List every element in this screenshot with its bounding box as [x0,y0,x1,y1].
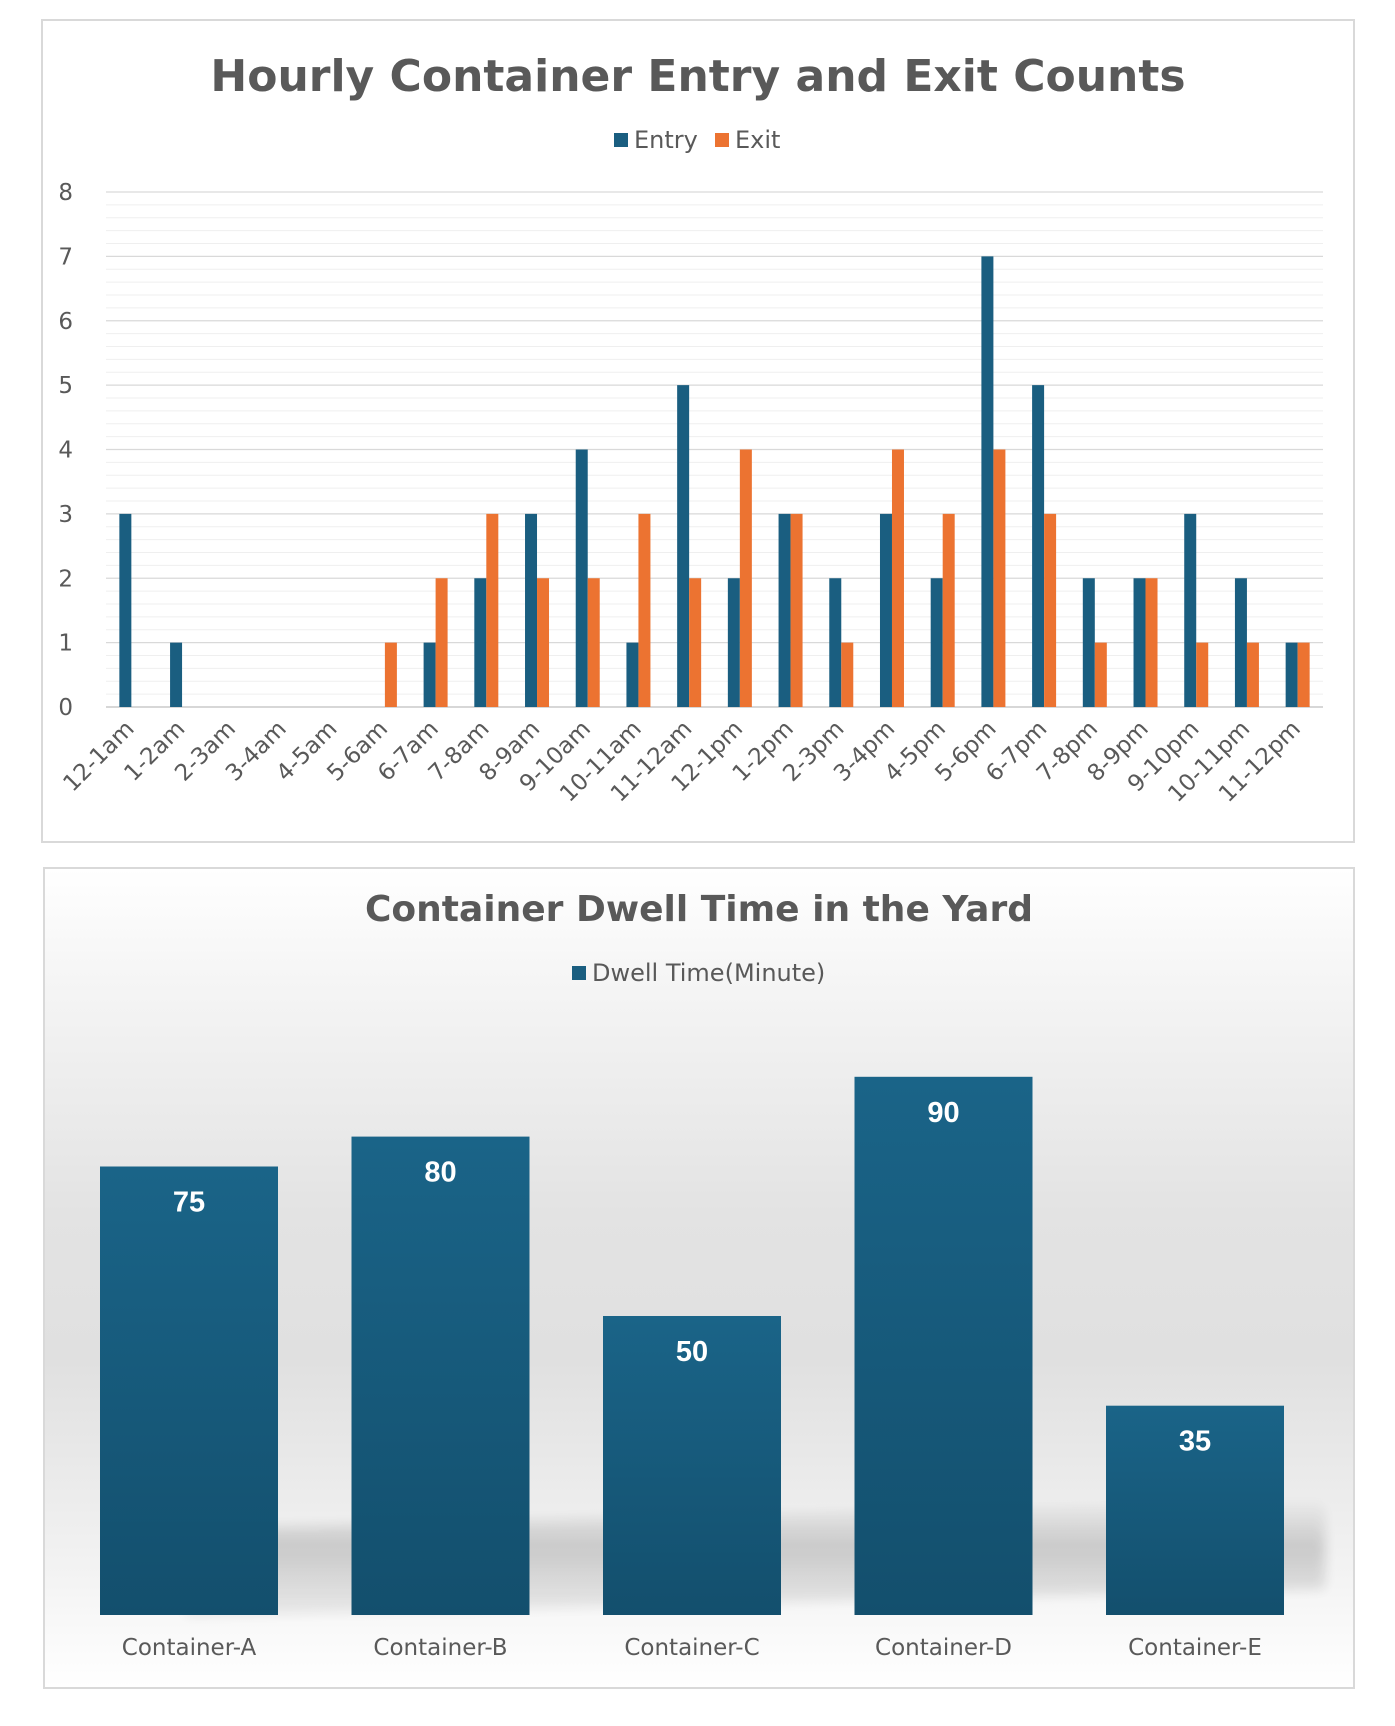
y-tick-label: 0 [58,695,73,721]
y-tick-label: 6 [58,309,73,335]
x-axis-ticks: 12-1am1-2am2-3am3-4am4-5am5-6am6-7am7-8a… [58,716,1305,808]
legend-label-entry: Entry [634,126,698,154]
bar-entry-12-1am [119,513,132,707]
bar-exit-4-5pm [942,513,955,707]
x-tick-label: Container-A [122,1635,257,1661]
x-tick-label: Container-D [875,1635,1012,1661]
dwell-chart-title: Container Dwell Time in the Yard [365,889,1033,930]
data-labels: 75 80 50 90 35 [173,1097,1211,1458]
gridlines [106,191,1323,708]
bar-exit-11-12pm [1297,642,1310,707]
bar-exit-6-7pm [1044,513,1057,707]
data-label: 50 [676,1336,708,1368]
data-label: 90 [927,1097,959,1129]
bar-exit-3-4pm [891,449,904,707]
hourly-chart: Hourly Container Entry and Exit Counts E… [58,51,1323,808]
bar-entry-12-1pm [727,578,740,707]
bar-exit-9-10am [587,578,600,707]
hourly-legend: Entry Exit [614,126,780,154]
y-axis-ticks: 0 1 2 3 4 5 6 7 8 [58,180,73,721]
bar-container-d [854,1076,1033,1615]
bar-entry-10-11pm [1234,578,1247,707]
bar-entry-6-7am [423,642,436,707]
bar-exit-2-3pm [841,642,854,707]
hourly-chart-title: Hourly Container Entry and Exit Counts [210,51,1185,102]
x-axis-ticks: Container-A Container-B Container-C Contain… [122,1635,1262,1661]
legend-label-dwell: Dwell Time(Minute) [592,959,825,987]
bar-exit-6-7am [435,578,448,707]
bar-entry-4-5pm [930,578,943,707]
y-tick-label: 7 [58,244,73,270]
bar-entry-10-11am [626,642,639,707]
bar-exit-7-8pm [1094,642,1107,707]
legend-swatch-exit [715,133,729,147]
bar-container-a [100,1166,278,1615]
y-tick-label: 4 [58,438,73,464]
y-tick-label: 3 [58,502,73,528]
x-tick-label: Container-C [624,1635,759,1661]
data-label: 75 [173,1187,205,1219]
bar-exit-5-6pm [993,449,1006,707]
legend-swatch-dwell [572,966,586,980]
bar-entry-6-7pm [1032,385,1045,707]
bar-exit-10-11pm [1246,642,1259,707]
bar-container-e [1106,1405,1284,1615]
bar-exit-1-2pm [790,513,803,707]
bar-exit-8-9pm [1145,578,1158,707]
y-tick-label: 1 [58,631,73,657]
bar-entry-8-9pm [1133,578,1146,707]
bar-entry-7-8pm [1082,578,1095,707]
bar-exit-8-9am [537,578,550,707]
bar-entry-2-3pm [829,578,842,707]
bar-exit-10-11am [638,513,651,707]
x-tick-label: Container-B [373,1635,507,1661]
bar-entry-8-9am [525,513,538,707]
bar-entry-11-12pm [1285,642,1298,707]
bar-entry-9-10pm [1184,513,1197,707]
bar-exit-12-1pm [739,449,752,707]
y-tick-label: 2 [58,566,73,592]
x-tick-label: Container-E [1128,1635,1262,1661]
bar-entry-11-12am [677,385,690,707]
bar-exit-11-12am [689,578,702,707]
bar-exit-5-6am [384,642,397,707]
bar-entry-1-2am [170,642,183,707]
bar-series [119,256,1310,707]
bar-entry-7-8am [474,578,487,707]
data-label: 80 [424,1157,456,1189]
dwell-legend: Dwell Time(Minute) [572,959,825,987]
bar-exit-9-10pm [1196,642,1209,707]
bar-entry-9-10am [575,449,588,707]
y-tick-label: 5 [58,373,73,399]
bar-entry-5-6pm [981,256,994,707]
bar-container-b [351,1136,530,1615]
y-tick-label: 8 [58,180,73,206]
legend-label-exit: Exit [735,126,780,154]
x-tick-label: 12-1am [58,716,139,797]
bar-series [100,1076,1284,1615]
bar-exit-7-8am [486,513,499,707]
bar-entry-1-2pm [778,513,791,707]
hourly-chart-panel: Hourly Container Entry and Exit Counts E… [41,19,1355,843]
bar-container-c [603,1316,781,1615]
bar-entry-3-4pm [879,513,892,707]
data-label: 35 [1179,1426,1211,1458]
dwell-chart-panel: Container Dwell Time in the Yard Dwell T… [43,867,1355,1689]
legend-swatch-entry [614,133,628,147]
dwell-chart: Container Dwell Time in the Yard Dwell T… [100,889,1325,1661]
